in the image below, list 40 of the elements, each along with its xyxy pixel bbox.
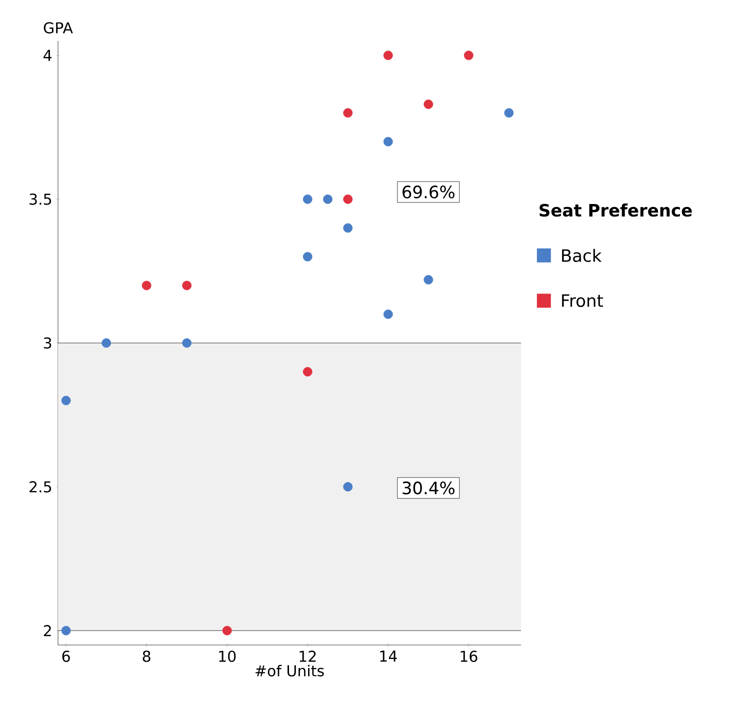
point — [504, 108, 514, 118]
point — [61, 626, 71, 636]
x-tick-label: 14 — [380, 650, 397, 662]
point — [383, 136, 393, 146]
point — [182, 280, 192, 290]
x-tick-label: 6 — [62, 650, 70, 662]
point — [182, 338, 192, 348]
point — [424, 275, 434, 284]
point — [383, 50, 393, 60]
point — [383, 310, 393, 319]
x-tick-label: 8 — [142, 650, 150, 662]
point — [142, 280, 152, 290]
annotation: 30.4% — [402, 482, 454, 494]
legend-label: Front — [562, 294, 604, 308]
point — [464, 50, 474, 60]
point — [323, 194, 332, 204]
y-tick-label: 3.5 — [30, 194, 52, 205]
x-axis-title: #of Units — [256, 664, 324, 676]
point — [343, 482, 353, 492]
legend-label: Back — [562, 248, 602, 262]
x-tick-label: 12 — [300, 650, 316, 662]
x-tick-label: 10 — [219, 650, 236, 662]
y-tick-label: 3 — [44, 337, 52, 349]
point — [424, 100, 434, 109]
point — [343, 108, 353, 118]
point — [222, 626, 232, 636]
point — [61, 396, 71, 406]
y-tick-label: 2 — [44, 625, 51, 636]
point — [302, 194, 312, 204]
y-tick-label: 2.5 — [30, 481, 52, 492]
point — [343, 194, 353, 204]
x-tick-label: 16 — [460, 650, 478, 662]
point — [302, 252, 312, 262]
legend-title: Seat Preference — [540, 204, 692, 217]
point — [102, 338, 112, 348]
point — [302, 367, 312, 376]
y-tick-label: 4 — [44, 50, 52, 61]
annotation: 69.6% — [402, 186, 454, 198]
point — [343, 223, 353, 233]
y-axis-title: GPA — [44, 22, 73, 34]
